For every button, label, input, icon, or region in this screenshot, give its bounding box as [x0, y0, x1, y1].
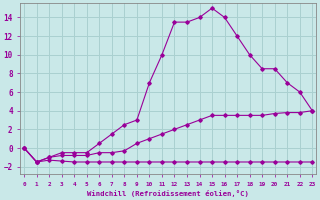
X-axis label: Windchill (Refroidissement éolien,°C): Windchill (Refroidissement éolien,°C): [87, 190, 249, 197]
